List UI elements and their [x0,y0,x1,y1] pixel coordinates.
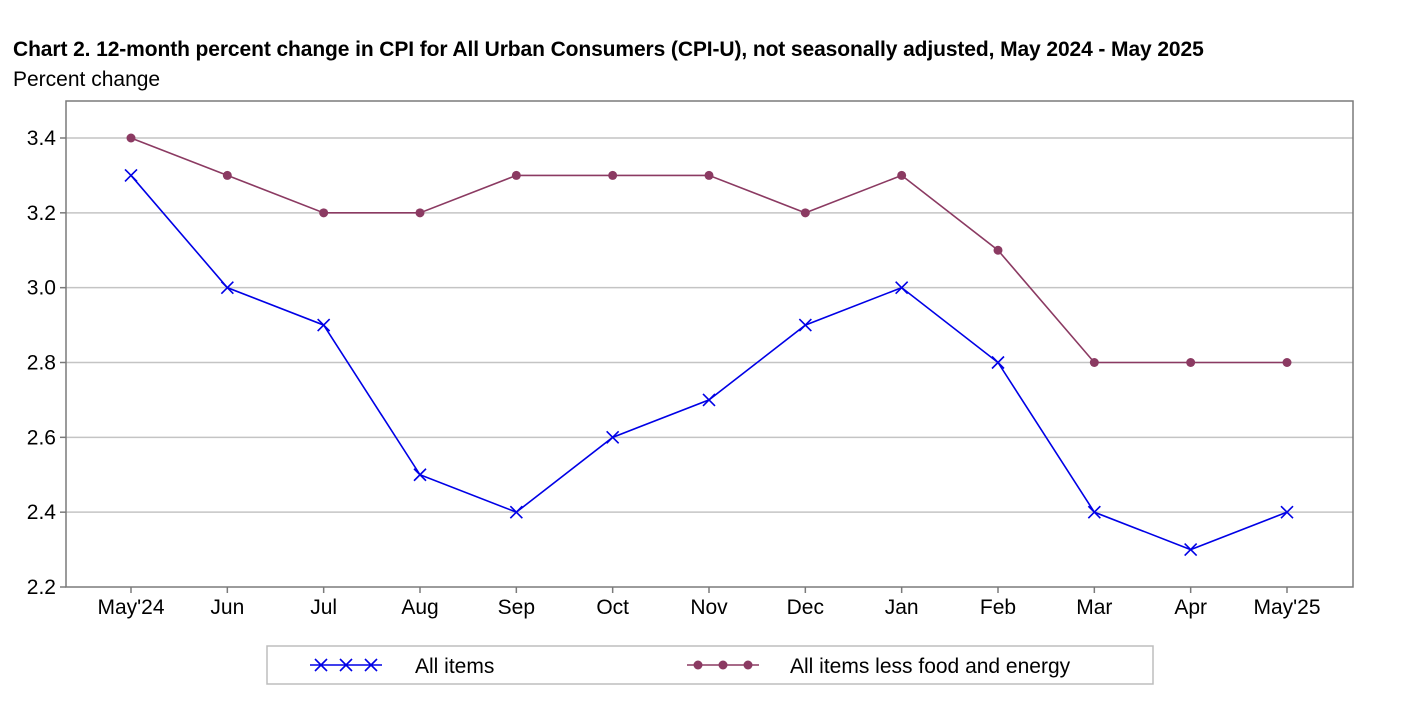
point-s1-3 [415,208,425,218]
point-s1-2 [319,208,329,218]
point-s1-5 [608,170,618,180]
point-s1-7 [800,208,810,218]
x-tick-label-7: Dec [787,596,824,619]
point-s1-0 [126,133,136,143]
y-axis: 2.2 2.4 2.6 2.8 3.0 3.2 3.4 [27,127,66,599]
x-tick-label-1: Jun [210,596,244,619]
point-s0-8 [895,281,909,295]
x-tick-label-4: Sep [498,596,535,619]
legend-item-0: All items [310,655,494,678]
x-tick-label-8: Jan [885,596,919,619]
legend-marker-1-1 [718,660,728,670]
point-s0-6 [702,393,716,407]
point-s0-12 [1280,505,1294,519]
point-s1-10 [1089,358,1099,367]
point-s0-3 [413,468,427,482]
x-tick-label-6: Nov [690,596,728,619]
x-tick-label-2: Jul [310,596,337,619]
point-s0-7 [798,318,812,332]
y-tick-label-2.4: 2.4 [27,501,57,524]
y-tick-label-3.0: 3.0 [27,277,56,300]
point-s1-1 [222,170,232,180]
point-s0-11 [1184,543,1198,557]
series-0 [124,168,1294,557]
gridlines [66,137,1353,513]
x-tick-label-10: Mar [1076,596,1112,619]
point-s0-0 [124,168,138,182]
point-s0-10 [1087,505,1101,519]
point-s0-5 [606,430,620,444]
point-s1-6 [704,170,714,180]
point-s0-4 [509,505,523,519]
y-tick-label-2.2: 2.2 [27,576,56,599]
x-tick-label-5: Oct [596,596,629,619]
legend-marker-1-0 [693,660,703,670]
y-axis-label: Percent change [13,68,161,91]
legend-marker-1-2 [743,660,753,670]
point-s0-9 [991,355,1005,370]
legend-item-1: All items less food and energy [687,655,1071,678]
point-s1-8 [897,170,907,180]
point-s0-2 [317,318,331,332]
legend: All items All items less food and energy [266,645,1154,685]
x-tick-label-9: Feb [980,596,1016,619]
y-tick-label-3.2: 3.2 [27,202,56,225]
legend-marker-0-1 [339,658,353,672]
x-tick-label-0: May'24 [97,596,164,619]
legend-marker-0-0 [314,658,328,672]
x-tick-label-11: Apr [1174,596,1207,619]
x-tick-label-12: May'25 [1253,596,1320,619]
chart-title: Chart 2. 12-month percent change in CPI … [13,38,1204,61]
series-group [124,133,1294,557]
y-tick-label-2.8: 2.8 [27,352,56,375]
point-s1-4 [511,170,521,180]
legend-label-0: All items [415,655,494,678]
y-tick-label-2.6: 2.6 [27,426,56,449]
series-1 [126,133,1292,367]
point-s1-11 [1186,358,1196,367]
point-s0-1 [220,281,234,295]
point-s1-9 [993,245,1003,255]
x-tick-label-3: Aug [401,596,438,619]
legend-label-1: All items less food and energy [790,655,1071,678]
legend-marker-0-2 [364,658,378,672]
y-tick-label-3.4: 3.4 [27,127,57,150]
x-axis: May'24 Jun Jul Aug Sep Oct Nov Dec Jan Feb Mar Apr M… [97,587,1321,619]
point-s1-12 [1282,358,1292,367]
